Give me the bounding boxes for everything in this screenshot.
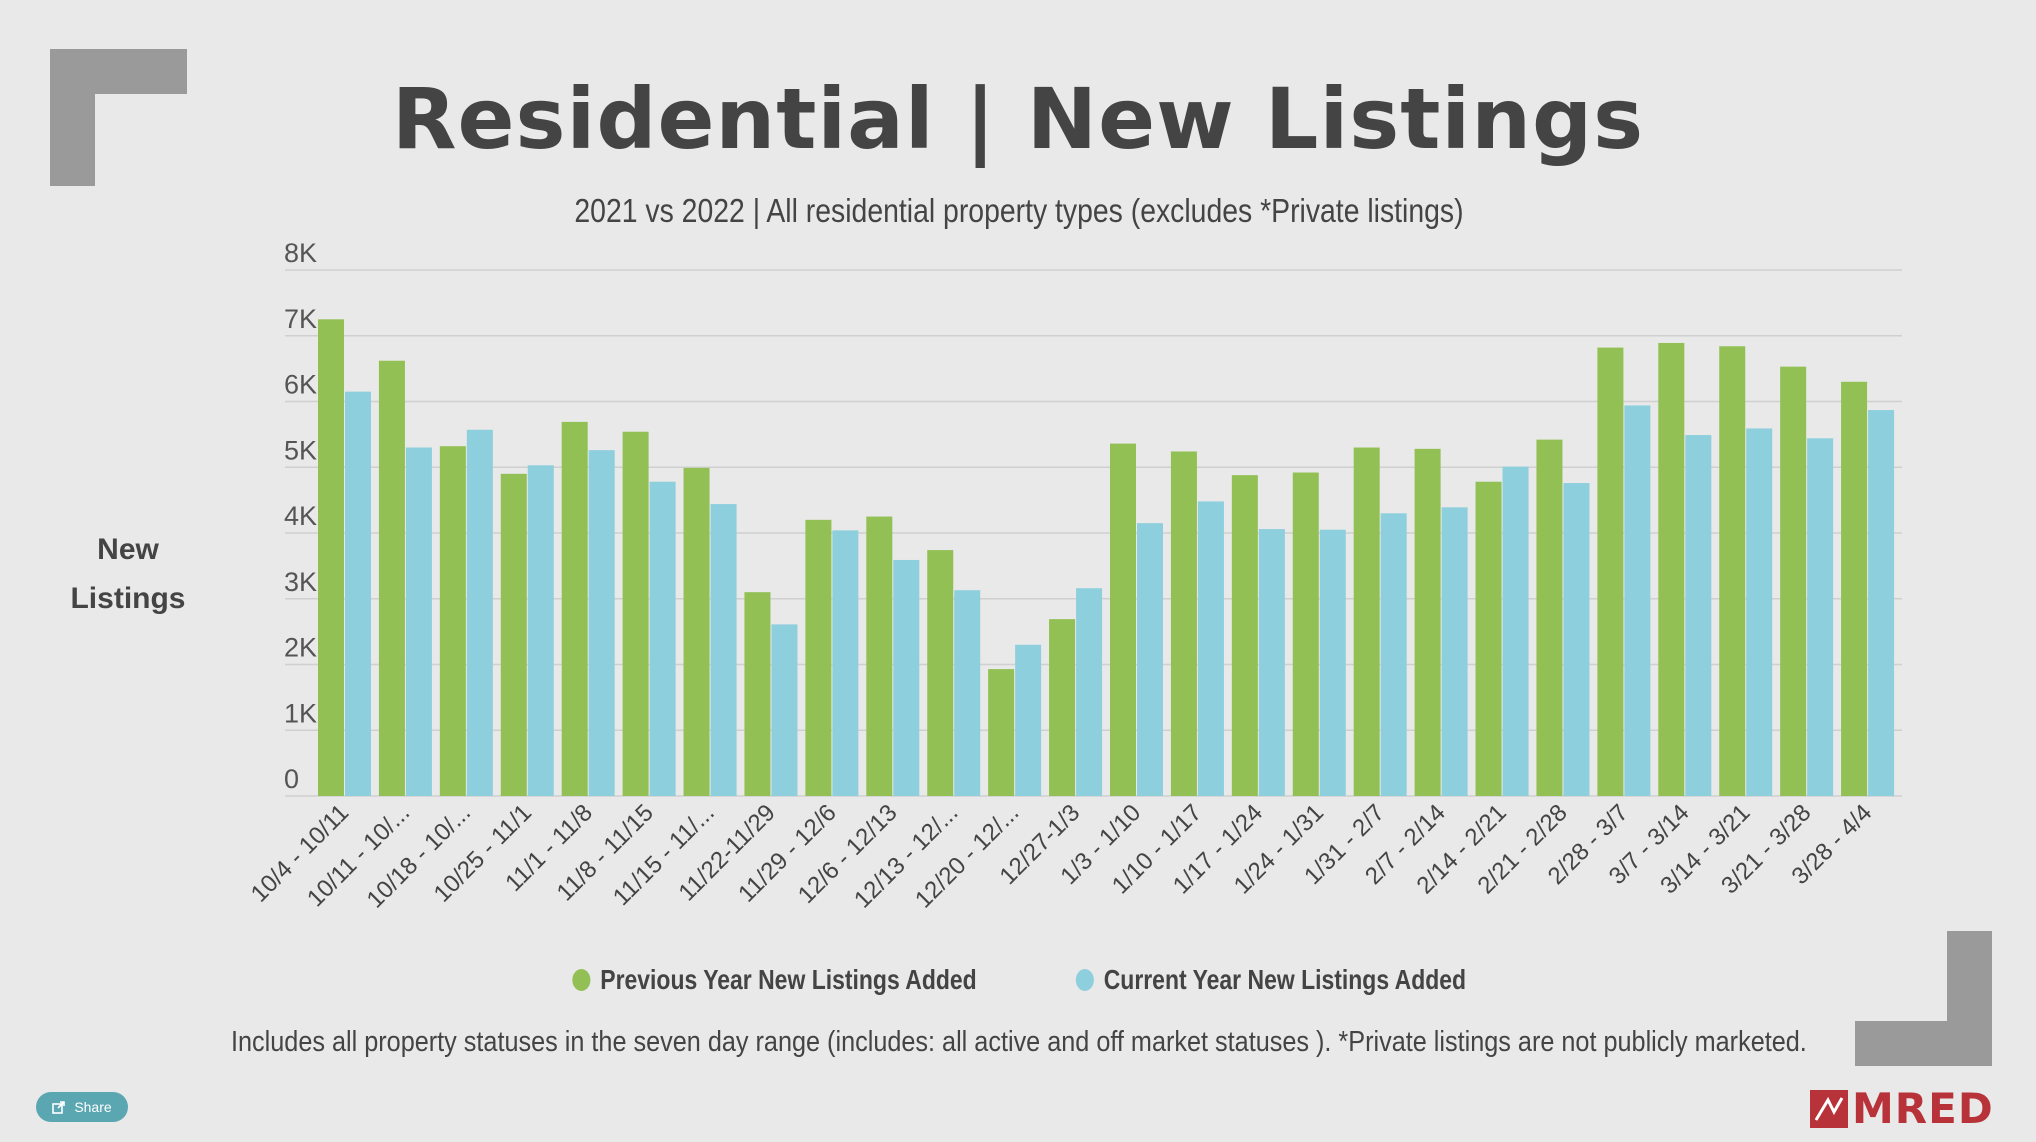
bar-previous-year — [500, 473, 527, 796]
footnote: Includes all property statuses in the se… — [231, 1026, 1807, 1058]
bar-previous-year — [1780, 366, 1807, 796]
bar-current-year — [649, 481, 676, 796]
bar-current-year — [1563, 483, 1590, 796]
bar-current-year — [1380, 513, 1407, 796]
bar-current-year — [1746, 428, 1773, 796]
bar-previous-year — [1231, 475, 1258, 796]
chart-subtitle: 2021 vs 2022 | All residential property … — [574, 192, 1464, 229]
y-tick-label: 2K — [284, 633, 317, 663]
bar-current-year — [1197, 501, 1224, 796]
y-tick-label: 4K — [284, 501, 317, 531]
bar-current-year — [588, 450, 615, 796]
bar-current-year — [954, 590, 981, 796]
logo-mark-icon — [1810, 1089, 1848, 1128]
legend-swatch-previous — [571, 969, 590, 991]
bar-current-year — [710, 504, 737, 796]
mred-logo: MRED — [1810, 1084, 1994, 1133]
bar-current-year — [1319, 529, 1346, 796]
bar-previous-year — [622, 431, 649, 796]
bar-previous-year — [1049, 619, 1076, 796]
bar-current-year — [832, 530, 859, 796]
chart-legend: Previous Year New Listings Added Current… — [0, 960, 2036, 1000]
y-tick-label: 3K — [284, 567, 317, 597]
share-icon — [52, 1101, 66, 1114]
bar-previous-year — [927, 550, 954, 796]
bar-previous-year — [1658, 342, 1685, 796]
bar-previous-year — [378, 360, 405, 796]
bar-current-year — [1076, 588, 1103, 796]
corner-decoration-top-left — [50, 49, 187, 186]
bar-previous-year — [1597, 347, 1624, 796]
bar-previous-year — [1170, 451, 1197, 796]
bar-current-year — [1137, 523, 1163, 796]
y-tick-label: 0 — [284, 764, 299, 794]
bar-current-year — [1868, 410, 1895, 796]
bar-previous-year — [805, 519, 832, 796]
bar-previous-year — [1292, 472, 1319, 796]
bar-previous-year — [1719, 346, 1746, 796]
y-tick-label: 8K — [284, 238, 317, 268]
bar-current-year — [1807, 438, 1834, 796]
bar-previous-year — [866, 516, 893, 796]
bar-current-year — [1258, 529, 1285, 796]
legend-item-previous: Previous Year New Listings Added — [571, 964, 977, 996]
bar-previous-year — [1475, 481, 1502, 796]
bar-current-year — [1015, 644, 1042, 796]
y-tick-label: 6K — [284, 370, 317, 400]
bar-previous-year — [1353, 447, 1380, 796]
bar-current-year — [893, 559, 920, 796]
share-label: Share — [74, 1099, 112, 1115]
bar-current-year — [1685, 435, 1712, 796]
y-axis-label-line1: New — [97, 533, 159, 566]
logo-text: MRED — [1852, 1084, 1994, 1133]
bar-previous-year — [988, 669, 1015, 796]
bar-previous-year — [318, 319, 344, 796]
bar-previous-year — [744, 592, 771, 796]
bar-previous-year — [1841, 381, 1868, 796]
bar-previous-year — [1414, 448, 1441, 796]
bar-current-year — [527, 465, 554, 796]
page-title: Residential | New Listings — [391, 70, 1645, 168]
y-axis-label-line2: Listings — [70, 582, 186, 615]
legend-item-current: Current Year New Listings Added — [1075, 964, 1466, 996]
bar-current-year — [345, 391, 371, 796]
y-tick-label: 7K — [284, 304, 317, 334]
share-button[interactable]: Share — [36, 1092, 128, 1122]
bar-current-year — [405, 447, 432, 796]
bar-current-year — [466, 429, 493, 796]
bar-previous-year — [1110, 443, 1136, 796]
bar-current-year — [1624, 405, 1651, 796]
corner-decoration-bottom-right — [1855, 931, 1992, 1066]
bar-previous-year — [683, 467, 710, 796]
legend-swatch-current — [1075, 969, 1094, 991]
bar-previous-year — [561, 421, 588, 796]
y-tick-label: 1K — [284, 698, 317, 728]
bar-previous-year — [1536, 439, 1563, 796]
y-axis-label: New Listings — [58, 525, 198, 623]
legend-label-current: Current Year New Listings Added — [1103, 964, 1466, 995]
bar-current-year — [771, 624, 798, 796]
bar-previous-year — [439, 446, 466, 796]
bar-current-year — [1502, 466, 1529, 796]
y-tick-label: 5K — [284, 435, 317, 465]
bar-current-year — [1441, 507, 1468, 796]
legend-label-previous: Previous Year New Listings Added — [599, 964, 977, 995]
